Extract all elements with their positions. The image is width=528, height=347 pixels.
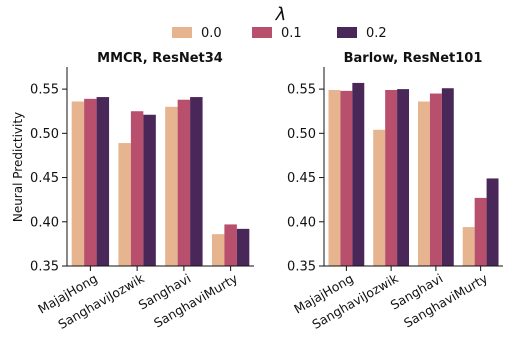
bar-majajhong-series-0 — [328, 90, 341, 266]
bar-sanghavimurty-series-0 — [211, 234, 225, 266]
panel-right: Barlow, ResNet101 0.35 0.40 0.45 0.50 0.55 M… — [287, 51, 503, 332]
panel-left-yticks: 0.35 0.40 0.45 0.50 0.55 — [30, 83, 67, 275]
bar-sanghavi-series-0 — [165, 106, 178, 266]
bar-majajhong-series-1 — [84, 98, 97, 266]
legend-swatch-0 — [172, 27, 192, 38]
y-tick-label: 0.50 — [287, 127, 316, 142]
panel-right-bars — [328, 82, 499, 267]
y-tick-label: 0.40 — [287, 215, 316, 230]
bar-sanghavijozwik-series-0 — [118, 143, 131, 266]
y-tick-label: 0.35 — [287, 260, 316, 275]
panel-right-xticks: MajajHongSanghaviJozwikSanghaviSanghaviM… — [291, 266, 491, 332]
legend-title: λ — [275, 4, 287, 25]
bar-majajhong-series-0 — [71, 101, 85, 267]
legend-label-0: 0.0 — [201, 26, 222, 41]
bar-sanghavimurty-series-0 — [462, 227, 475, 266]
panel-left-xticks: MajajHongSanghaviJozwikSanghaviSanghaviM… — [35, 266, 241, 332]
bar-sanghavi-series-1 — [429, 93, 442, 266]
bar-sanghavi-series-2 — [441, 88, 454, 266]
bar-sanghavi-series-0 — [417, 101, 430, 267]
bar-sanghavimurty-series-2 — [486, 178, 499, 266]
panel-left-bars — [71, 97, 250, 267]
bar-sanghavijozwik-series-1 — [385, 90, 398, 266]
y-tick-label: 0.45 — [287, 171, 316, 186]
y-axis-label: Neural Predictivity — [11, 112, 25, 222]
bar-sanghavijozwik-series-0 — [373, 129, 386, 266]
bar-majajhong-series-2 — [96, 97, 110, 266]
panel-right-title: Barlow, ResNet101 — [344, 51, 483, 66]
y-tick-label: 0.40 — [30, 215, 59, 230]
legend-swatch-1 — [252, 27, 272, 38]
y-tick-label: 0.50 — [30, 127, 59, 142]
bar-sanghavimurty-series-1 — [474, 197, 487, 266]
legend-label-1: 0.1 — [281, 26, 302, 41]
y-tick-label: 0.35 — [30, 260, 59, 275]
panel-left: MMCR, ResNet34 Neural Predictivity 0.350… — [11, 51, 254, 332]
bar-majajhong-series-1 — [340, 90, 353, 266]
legend: λ 0.0 0.1 0.2 — [172, 4, 387, 41]
legend-swatch-2 — [337, 27, 357, 38]
bar-sanghavijozwik-series-2 — [397, 89, 410, 266]
bar-sanghavi-series-2 — [190, 97, 203, 266]
y-tick-label: 0.55 — [30, 83, 59, 98]
bar-sanghavi-series-1 — [177, 99, 191, 266]
bar-sanghavimurty-series-1 — [224, 224, 237, 266]
bar-sanghavijozwik-series-1 — [130, 111, 144, 266]
legend-label-2: 0.2 — [366, 26, 387, 41]
panel-left-title: MMCR, ResNet34 — [97, 51, 223, 66]
y-tick-label: 0.55 — [287, 83, 316, 98]
x-tick-label: SanghaviMurty — [151, 270, 240, 330]
y-tick-label: 0.45 — [30, 171, 59, 186]
panel-right-yticks: 0.35 0.40 0.45 0.50 0.55 — [287, 83, 324, 275]
bar-majajhong-series-2 — [352, 82, 365, 266]
bar-sanghavijozwik-series-2 — [143, 114, 156, 266]
bar-sanghavimurty-series-2 — [236, 228, 250, 266]
